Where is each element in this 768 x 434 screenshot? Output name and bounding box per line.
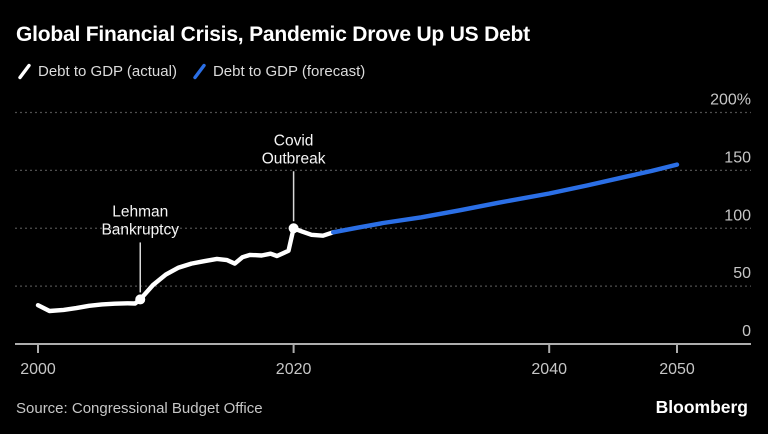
forecast-line-swatch-icon [193, 63, 206, 80]
annotation-text-lehman-bankruptcy-line2: Bankruptcy [101, 221, 179, 238]
bloomberg-logo: Bloomberg [655, 397, 748, 417]
event-marker-dot-lehman-bankruptcy [135, 294, 146, 305]
x-axis-label-2000: 2000 [20, 361, 56, 378]
y-axis-label-150: 150 [724, 149, 751, 166]
actual-line-swatch-stroke [18, 63, 31, 80]
legend-item-actual: Debt to GDP (actual) [17, 63, 177, 80]
series-line-forecast [331, 162, 680, 235]
legend-label-forecast: Debt to GDP (forecast) [212, 63, 366, 80]
series-line-actual [35, 226, 336, 314]
event-marker-dot-covid-outbreak [288, 223, 299, 234]
annotation-text-lehman-bankruptcy-line1: Lehman [112, 203, 168, 220]
annotation-text-covid-outbreak-line2: Outbreak [262, 150, 326, 167]
actual-line-swatch-icon [18, 63, 31, 80]
legend-label-actual: Debt to GDP (actual) [38, 63, 177, 80]
x-axis-label-2040: 2040 [531, 361, 567, 378]
y-axis-label-100: 100 [724, 207, 751, 224]
source-note: Source: Congressional Budget Office [16, 400, 263, 417]
annotation-text-covid-outbreak-line1: Covid [274, 132, 314, 149]
legend-item-forecast: Debt to GDP (forecast) [192, 63, 365, 80]
y-axis-label-200: 200% [710, 92, 751, 109]
x-axis-label-2020: 2020 [276, 361, 312, 378]
forecast-line-swatch-stroke [193, 63, 206, 80]
x-axis-label-2050: 2050 [659, 361, 695, 378]
y-axis-label-50: 50 [733, 265, 751, 282]
legend: Debt to GDP (actual) Debt to GDP (foreca… [17, 63, 365, 80]
y-axis-label-0: 0 [742, 323, 751, 340]
chart-title: Global Financial Crisis, Pandemic Drove … [16, 23, 530, 46]
